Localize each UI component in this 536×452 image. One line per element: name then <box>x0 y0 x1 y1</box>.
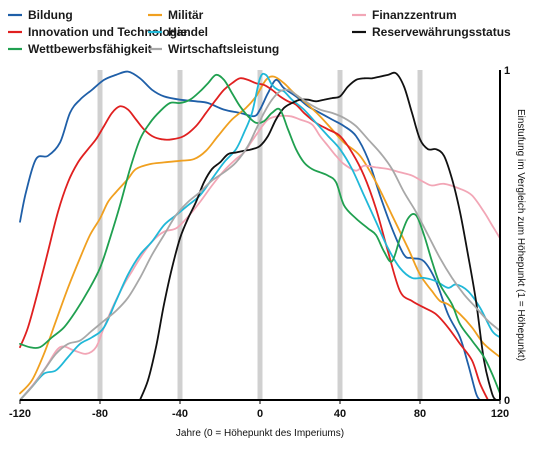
series-line <box>19 72 501 401</box>
x-tick-label: 0 <box>257 408 263 420</box>
legend-label: Handel <box>168 25 208 39</box>
x-axis-label: Jahre (0 = Höhepunkt des Imperiums) <box>176 428 344 439</box>
legend-label: Finanzzentrum <box>372 8 457 22</box>
series-line <box>19 88 501 401</box>
legend-label: Wettbewerbsfähigkeit <box>28 42 152 56</box>
series-line <box>19 77 489 401</box>
y-axis-label: Einstufung im Vergleich zum Höhepunkt (1… <box>515 109 526 361</box>
x-tick-label: -40 <box>172 408 188 420</box>
series-line <box>19 73 501 395</box>
legend-label: Innovation und Technologie <box>28 25 187 39</box>
legend-label: Wirtschaftsleistung <box>168 42 279 56</box>
x-tick-label: -80 <box>92 408 108 420</box>
legend-label: Bildung <box>28 8 73 22</box>
legend-label: Reservewährungsstatus <box>372 25 511 39</box>
y-ticks: 01 <box>504 65 510 407</box>
y-tick-label: 1 <box>504 65 510 77</box>
grid-bands <box>97 70 423 400</box>
y-tick-label: 0 <box>504 395 510 407</box>
x-tick-label: 80 <box>414 408 426 420</box>
x-tick-label: 120 <box>491 408 509 420</box>
x-tick-label: -120 <box>9 408 31 420</box>
x-ticks: -120 -80 -40 0 40 80 120 <box>9 400 509 420</box>
series-line <box>139 71 497 401</box>
series-lines <box>19 70 501 401</box>
legend-label: Militär <box>168 8 204 22</box>
legend: Bildung Innovation und Technologie Wettbew… <box>8 8 511 56</box>
x-tick-label: 40 <box>334 408 346 420</box>
